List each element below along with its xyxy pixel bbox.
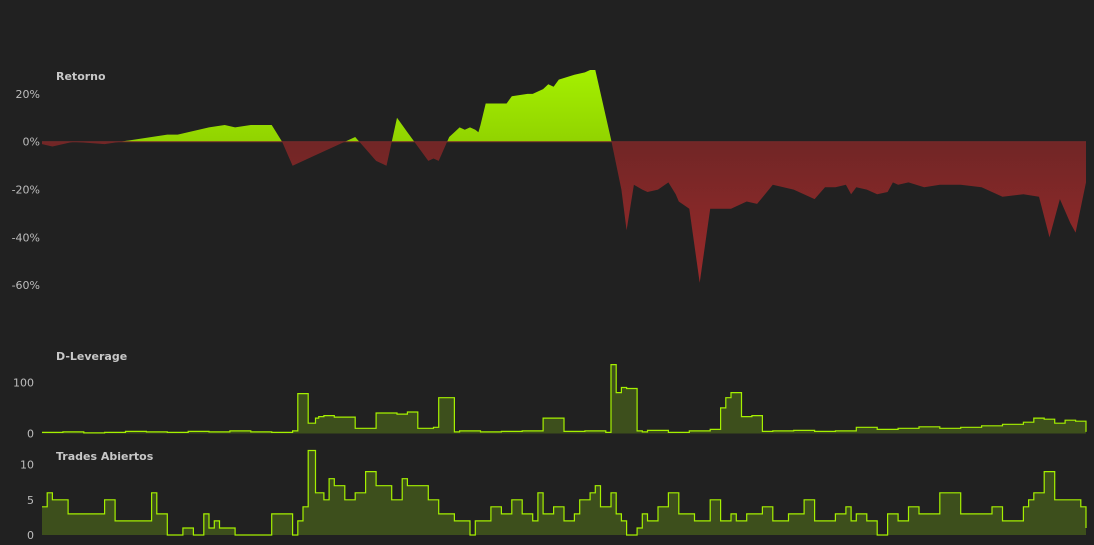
retorno-tick-label: -40% [12, 231, 40, 244]
dleverage-title: D-Leverage [56, 350, 127, 363]
trades-tick-label: 10 [20, 459, 34, 472]
dleverage-area [42, 364, 1086, 434]
dleverage-tick-label: 100 [13, 376, 34, 389]
trades-series [42, 449, 1087, 536]
trades-line [42, 449, 1087, 536]
trades-panel: Trades Abiertos 10 5 0 [20, 449, 1087, 542]
dleverage-panel: D-Leverage 100 0 [13, 350, 1087, 440]
trades-area [42, 450, 1086, 535]
trades-title: Trades Abiertos [56, 450, 154, 463]
dleverage-series [42, 364, 1087, 434]
retorno-negative-area [42, 141, 1086, 283]
retorno-tick-label: 0% [23, 136, 40, 149]
retorno-tick-label: -60% [12, 279, 40, 292]
retorno-tick-label: -20% [12, 184, 40, 197]
retorno-positive-area [42, 70, 1086, 142]
retorno-y-axis: 20% 0% -20% -40% -60% [12, 88, 40, 292]
retorno-area [42, 70, 1086, 283]
trades-y-axis: 10 5 0 [20, 459, 34, 542]
retorno-panel: Retorno 20% 0% -20% -40% -60% [12, 70, 1086, 292]
dleverage-line [42, 364, 1087, 434]
trades-tick-label: 5 [27, 494, 34, 507]
trades-tick-label: 0 [27, 529, 34, 542]
retorno-title: Retorno [56, 70, 106, 83]
dleverage-tick-label: 0 [27, 427, 34, 440]
retorno-tick-label: 20% [16, 88, 40, 101]
dleverage-y-axis: 100 0 [13, 376, 34, 440]
